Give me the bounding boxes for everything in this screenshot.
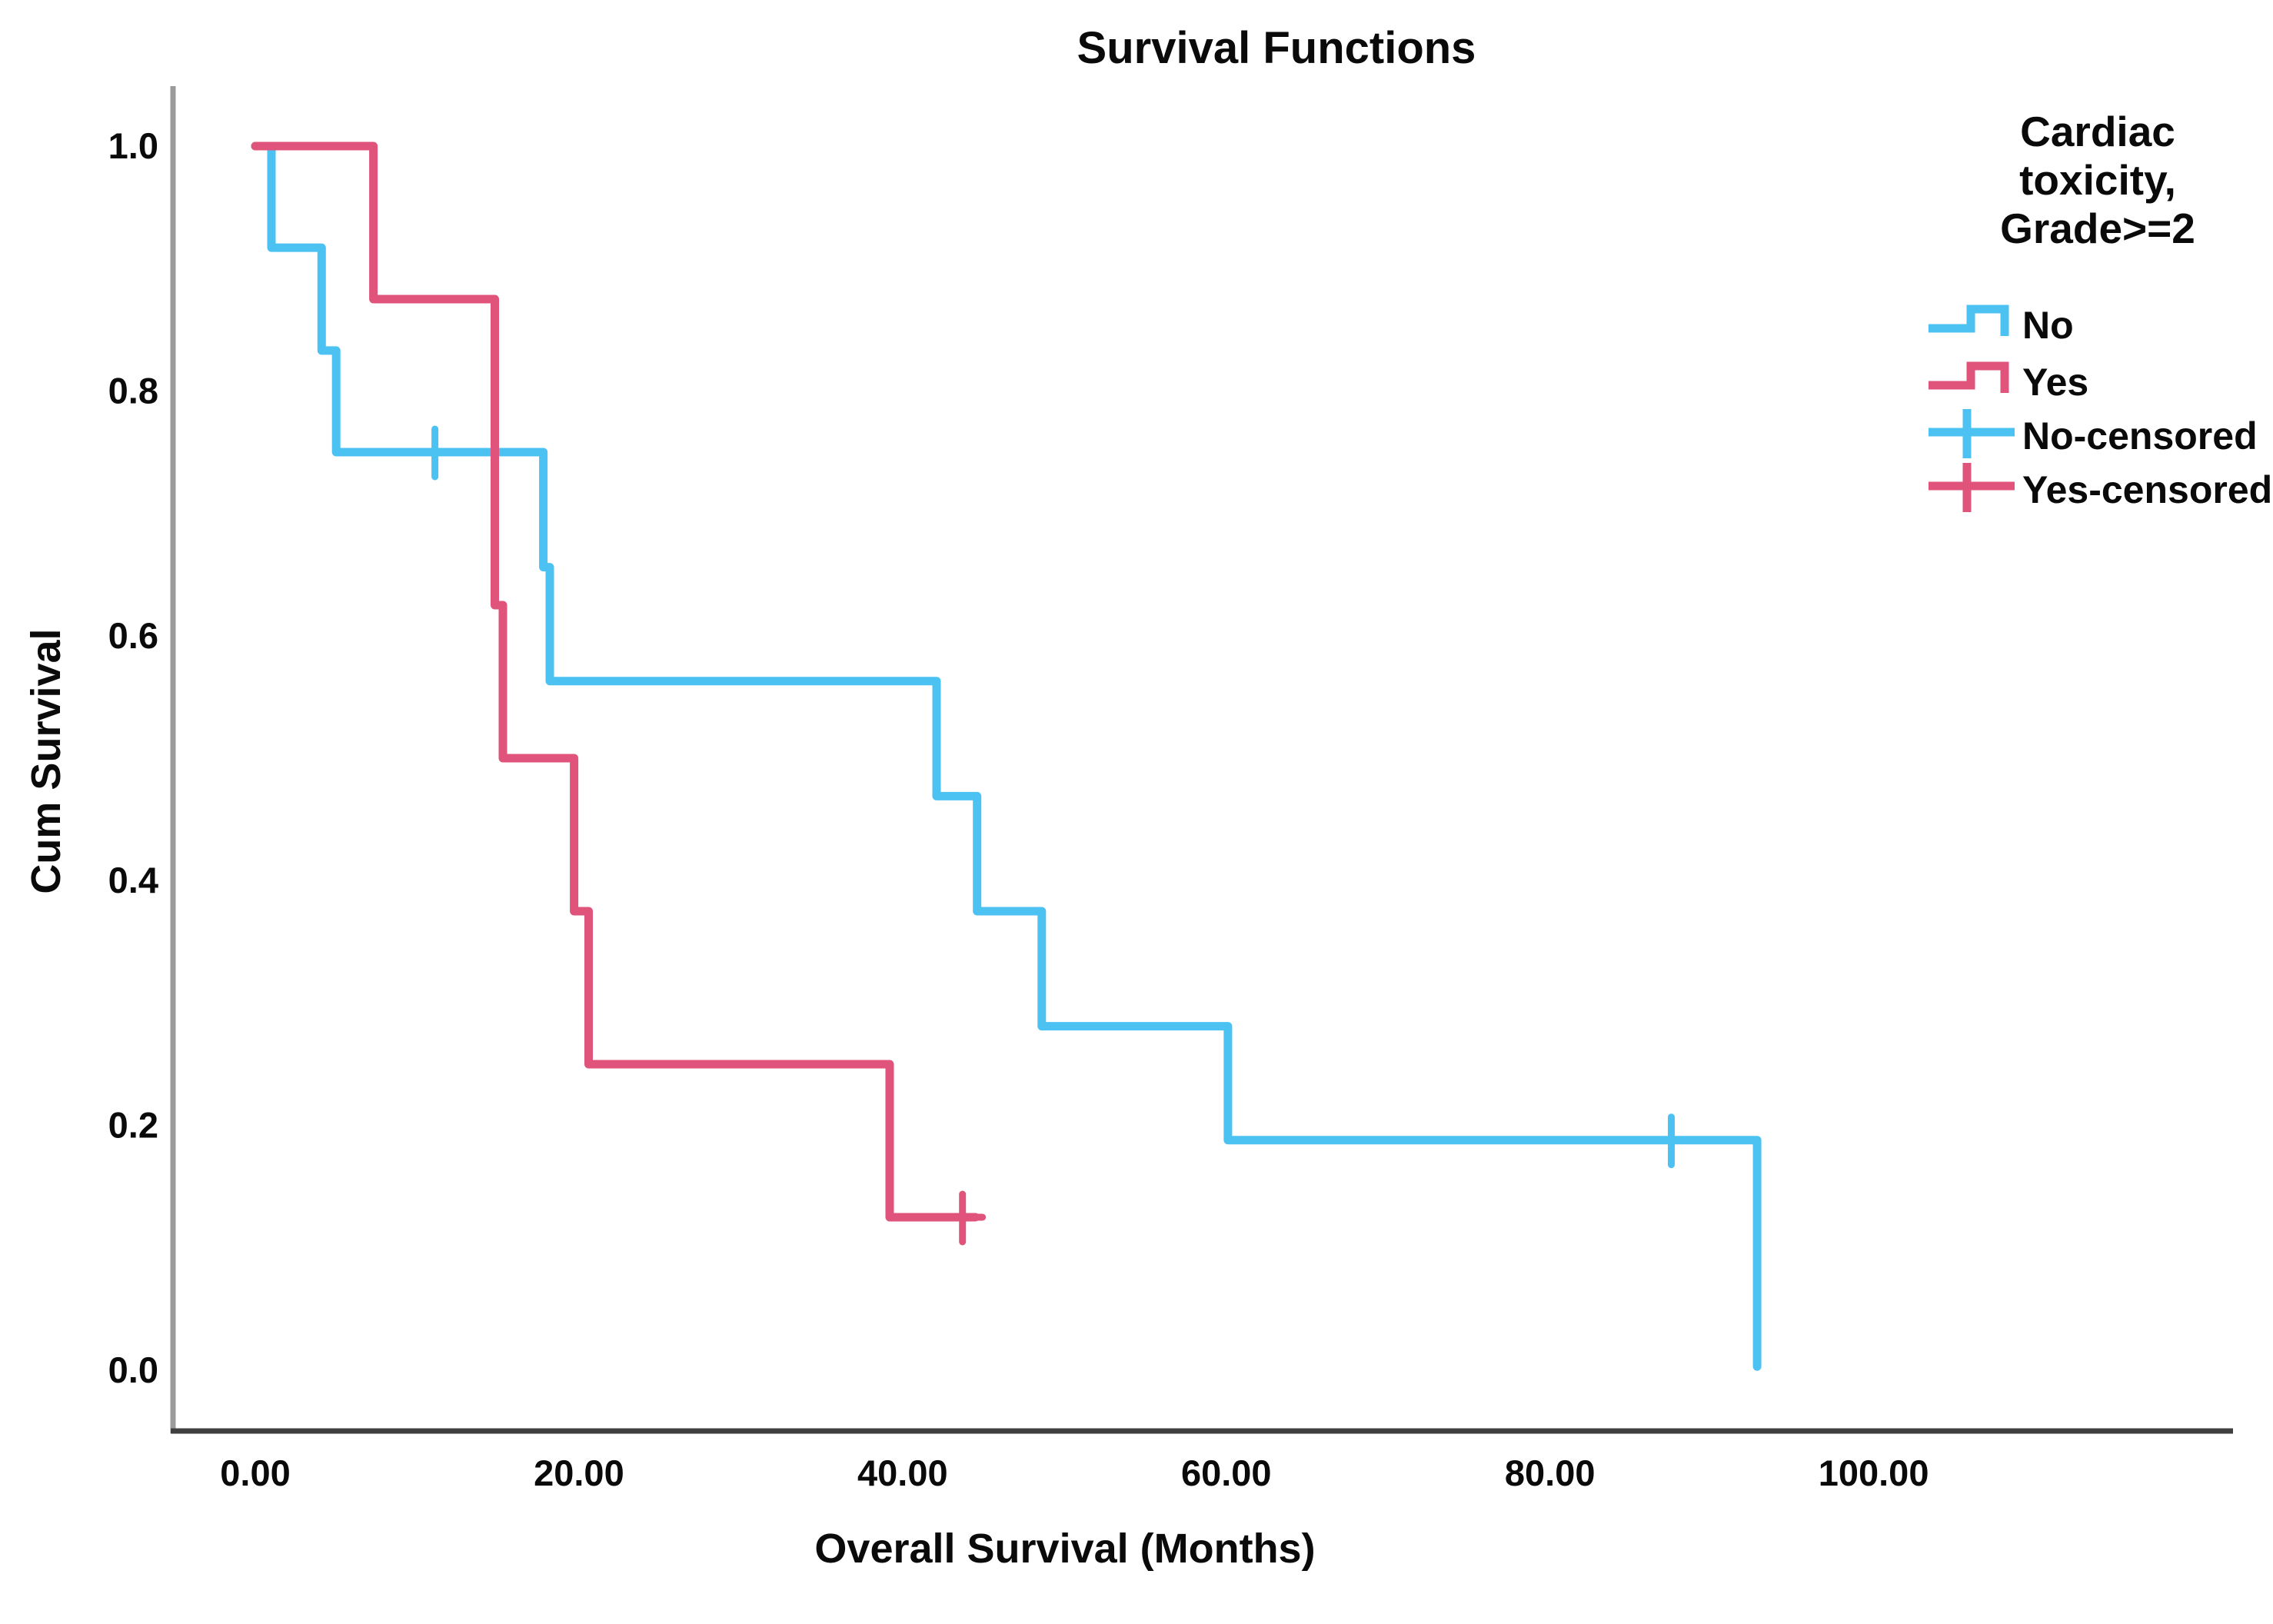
x-tick-label: 80.00 <box>1505 1453 1596 1493</box>
y-tick-label: 0.2 <box>108 1105 158 1146</box>
x-axis-label: Overall Survival (Months) <box>814 1526 1315 1572</box>
legend-entry-label-yes: Yes <box>2022 361 2088 404</box>
y-tick-label: 0.8 <box>108 370 158 411</box>
x-tick-label: 60.00 <box>1181 1453 1272 1493</box>
x-tick-label: 20.00 <box>534 1453 624 1493</box>
plot-area: 0.0 0.2 0.4 0.6 0.8 1.0 0.00 20.00 40.00 60.00 80.… <box>108 86 2233 1493</box>
legend-step-swatch-no <box>1929 304 2009 336</box>
legend-title-line: Cardiac <box>2020 108 2175 155</box>
y-tick-label: 1.0 <box>108 125 158 166</box>
y-tick-label: 0.6 <box>108 615 158 656</box>
chart-title: Survival Functions <box>1077 23 1476 73</box>
legend-step-swatch-yes <box>1929 361 2009 393</box>
y-axis-label: Cum Survival <box>23 628 69 894</box>
x-tick-label: 100.00 <box>1819 1453 1929 1493</box>
km-curve-no <box>251 141 1762 1371</box>
x-tick-label: 0.00 <box>220 1453 290 1493</box>
legend-entry-label-no: No <box>2022 304 2074 347</box>
y-tick-label: 0.0 <box>108 1349 158 1390</box>
y-tick-label: 0.4 <box>108 860 158 900</box>
legend-title-line: toxicity, <box>2019 156 2176 204</box>
legend-entry-label-yes-censored: Yes-censored <box>2022 468 2272 511</box>
x-tick-label: 40.00 <box>857 1453 948 1493</box>
legend: Cardiac toxicity, Grade>=2 No Yes No-cen… <box>2000 108 2272 511</box>
legend-title-line: Grade>=2 <box>2000 205 2195 252</box>
legend-entry-label-no-censored: No-censored <box>2022 414 2258 458</box>
km-curve-yes <box>251 141 980 1222</box>
